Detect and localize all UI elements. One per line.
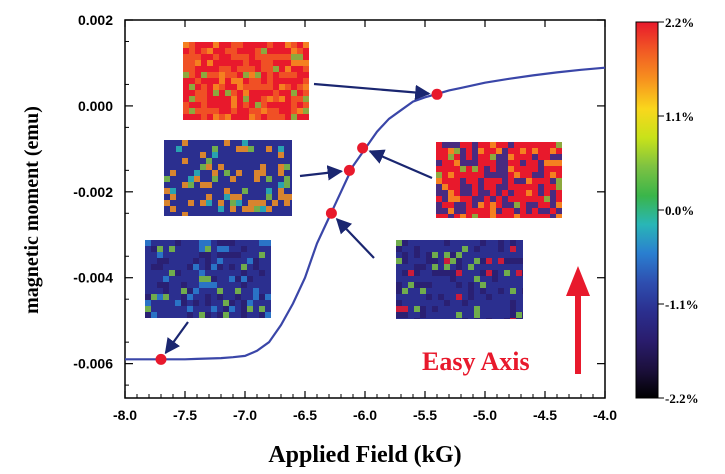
x-tick-label: -6.5	[293, 407, 317, 423]
colorbar-label: 0.0%	[665, 203, 694, 218]
mfm-inset-1	[183, 42, 309, 120]
x-axis-ticks: -8.0 -7.5 -7.0 -6.5 -6.0 -5.5 -5.0 -4.5 -4.0	[113, 20, 617, 423]
x-axis-label: Applied Field (kG)	[268, 442, 461, 468]
x-tick-label: -7.5	[173, 407, 197, 423]
data-marker	[431, 88, 443, 100]
mfm-inset-5	[396, 240, 523, 319]
x-tick-label: -5.5	[413, 407, 437, 423]
pointer-arrow	[313, 82, 431, 101]
colorbar	[635, 21, 659, 399]
colorbar-label: 2.2%	[665, 15, 694, 30]
y-tick-label: 0.000	[78, 98, 113, 114]
data-marker	[343, 164, 355, 176]
x-tick-label: -4.5	[533, 407, 557, 423]
x-tick-label: -6.0	[353, 407, 377, 423]
data-marker	[155, 353, 167, 365]
mfm-inset-3	[436, 142, 562, 218]
easy-axis-label: Easy Axis	[422, 347, 530, 376]
mfm-inset-4	[145, 240, 271, 318]
colorbar-label: -2.2%	[665, 391, 699, 406]
y-axis-label: magnetic moment (emu)	[21, 106, 43, 314]
x-tick-label: -8.0	[113, 407, 137, 423]
x-tick-label: -5.0	[473, 407, 497, 423]
y-axis-ticks: 0.002 0.000 -0.002 -0.004 -0.006	[73, 12, 605, 386]
y-tick-label: -0.004	[73, 270, 113, 286]
pointer-arrow	[368, 149, 433, 180]
mfm-inset-2	[164, 140, 292, 216]
series-line	[125, 66, 606, 361]
colorbar-label: 1.1%	[665, 109, 694, 124]
series-layer	[125, 66, 606, 361]
y-tick-label: 0.002	[78, 12, 113, 28]
y-tick-label: -0.002	[73, 184, 113, 200]
data-marker	[357, 142, 369, 154]
pointer-arrow	[299, 165, 343, 181]
x-tick-label: -4.0	[593, 407, 617, 423]
pointer-arrows	[164, 82, 433, 355]
pointer-arrow	[164, 321, 189, 355]
marker-layer	[155, 88, 443, 365]
colorbar-label: -1.1%	[665, 297, 699, 312]
x-tick-label: -7.0	[233, 407, 257, 423]
easy-axis-arrow	[566, 266, 590, 374]
y-tick-label: -0.006	[73, 356, 113, 372]
mfm-inset-maps	[145, 42, 562, 319]
pointer-arrow	[335, 217, 375, 259]
colorbar-labels: 2.2% 1.1% 0.0% -1.1% -2.2%	[658, 15, 699, 406]
data-marker	[325, 207, 337, 219]
